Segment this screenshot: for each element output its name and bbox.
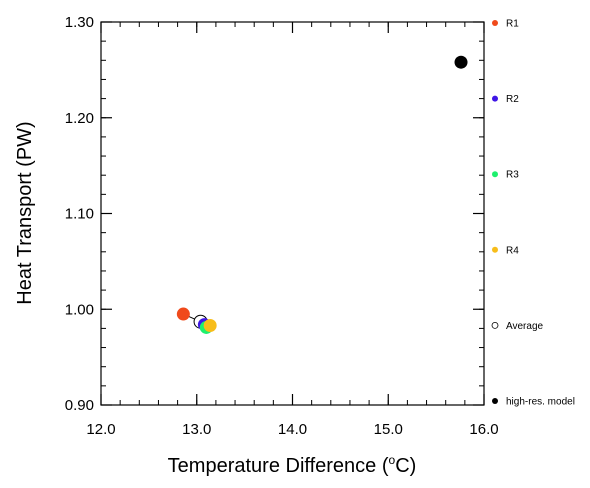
y-tick-label: 1.10 [65, 206, 94, 223]
axis-ticks [100, 21, 485, 406]
legend-label-r2: R2 [506, 94, 519, 105]
legend-label-r1: R1 [506, 19, 519, 30]
x-tick-label: 15.0 [374, 421, 403, 438]
x-tick-label: 12.0 [86, 421, 115, 438]
plot-frame [100, 21, 485, 406]
legend-label-r3: R3 [506, 170, 519, 181]
data-points [176, 55, 468, 334]
x-tick-labels: 12.0 13.0 14.0 15.0 16.0 [86, 421, 498, 438]
x-tick-label: 16.0 [469, 421, 498, 438]
y-tick-label: 1.30 [65, 14, 94, 31]
legend-marker-average [491, 321, 499, 329]
y-tick-labels: 0.90 1.00 1.10 1.20 1.30 [65, 14, 94, 414]
y-axis-title: Heat Transport (PW) [14, 121, 36, 304]
legend-marker-r4 [492, 246, 498, 253]
x-tick-label: 14.0 [278, 421, 307, 438]
legend-label-r4: R4 [506, 245, 519, 256]
legend: R1 R2 R3 R4 Average high-res. model [491, 19, 575, 408]
x-tick-label: 13.0 [182, 421, 211, 438]
y-tick-label: 1.00 [65, 301, 94, 318]
x-axis-title: Temperature Difference (oC) [168, 453, 417, 477]
point-r1 [176, 307, 190, 321]
y-tick-label: 0.90 [65, 397, 94, 414]
legend-label-average: Average [506, 321, 544, 332]
legend-marker-r3 [492, 171, 498, 178]
legend-marker-r2 [492, 95, 498, 102]
y-tick-label: 1.20 [65, 110, 94, 127]
legend-label-high-res-model: high-res. model [506, 397, 575, 408]
point-r4 [203, 319, 217, 333]
legend-marker-high-res-model [492, 398, 498, 404]
point-high-res-model [454, 55, 468, 69]
legend-marker-r1 [492, 20, 498, 26]
